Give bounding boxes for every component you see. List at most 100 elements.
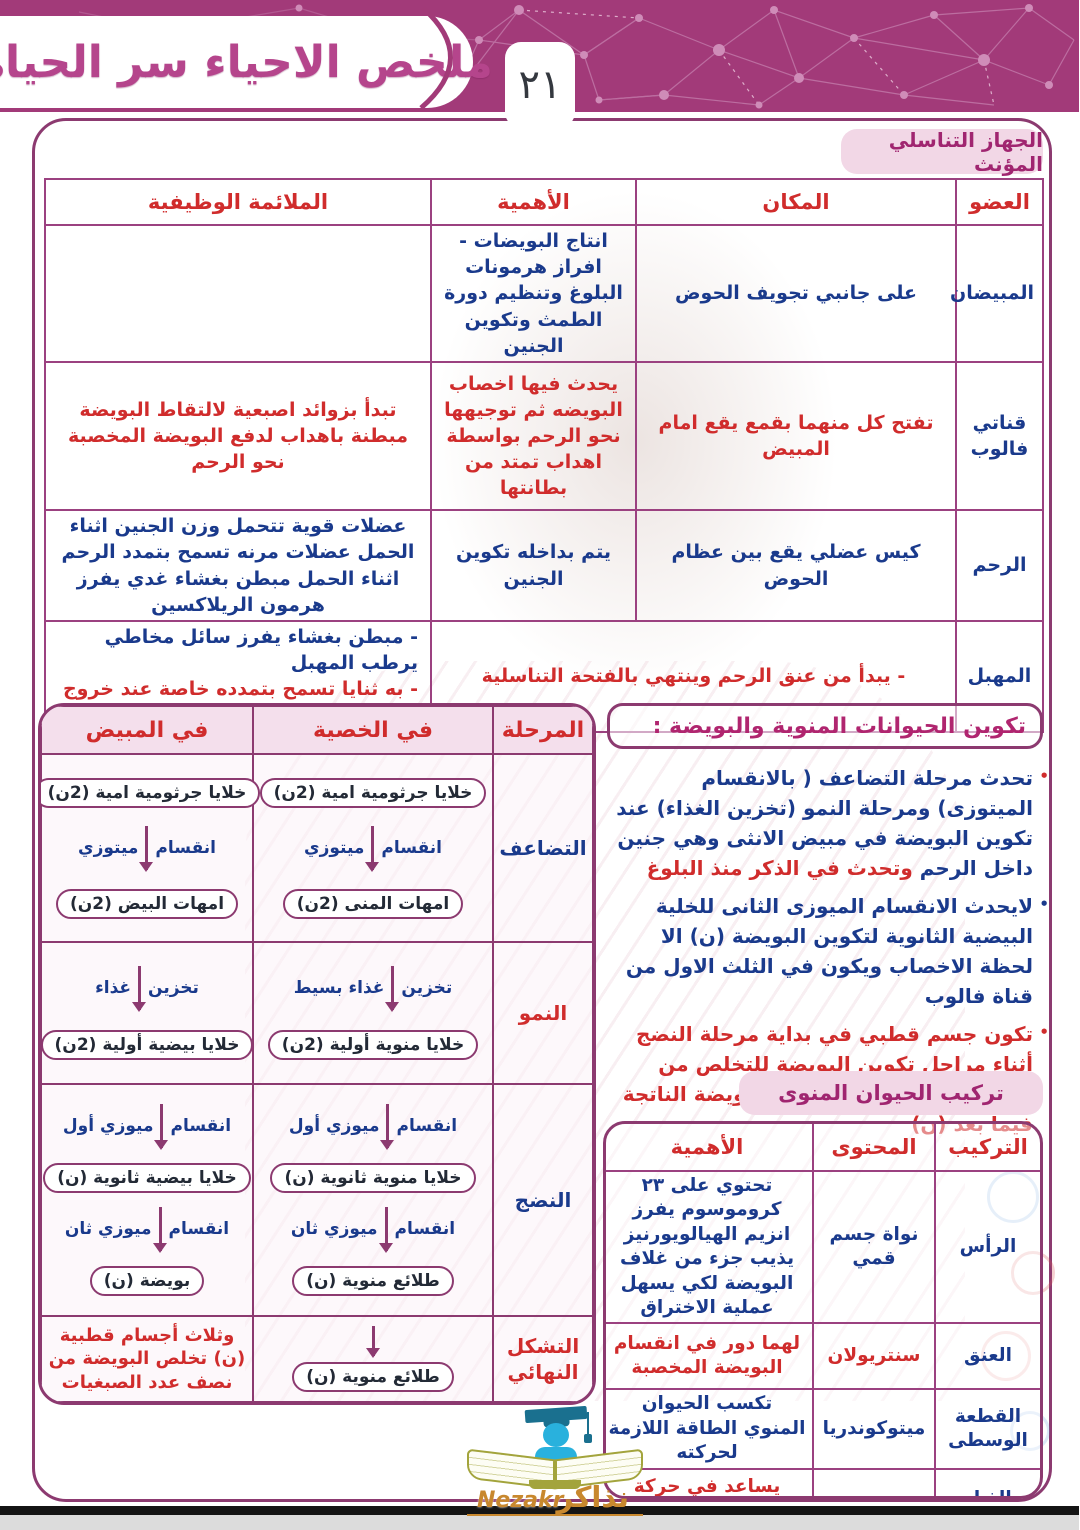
importance-cell: يتم بداخله تكوين الجنين [431,509,638,622]
app-title-box: ملخص الاحياء سر الحياة [0,16,494,108]
nezakr-logo: نذاكر Nezakr [468,1405,644,1516]
arrow-label: تخزين [149,978,200,999]
down-arrow-icon [140,826,155,872]
sperm-title-text: تركيب الحيوان المنوى [779,1081,1005,1105]
testis-doubling-cell: خلايا جرثومية امية (2ن) انقسام ميتوزي ام… [254,754,494,942]
note-item: تحدث مرحلة التضاعف ( بالانقسام الميتوزى)… [610,763,1050,883]
organ-cell: المبيضان [951,223,1045,364]
flow-arrow-meiosis2: انقسام ميوزي ثان [66,1207,231,1254]
arrow-label: انقسام [382,838,444,858]
sperm-table-header-row: التركيب المحتوى الأهمية [607,1124,1041,1172]
cap-tassel-icon [585,1412,593,1443]
section-label-female-system: الجهاز التناسلي المؤنث [842,127,1044,176]
table-row-fallopian-tubes: قناتي فالوب تفتح كل منهما بقمع يقع امام … [45,361,1045,512]
content-cell: محور [813,1467,937,1496]
section-label-text: الجهاز التناسلي المؤنث [889,127,1044,176]
down-arrow-icon [155,1103,170,1150]
flow-box: خلايا بيضية أولية (2ن) [42,1029,255,1060]
logo-wordmark: نذاكر Nezakr [468,1480,644,1516]
importance-cell: انتاج البويضات - افراز هرمونات البلوغ وت… [431,223,638,364]
gametes-section-title: تكوين الحيوانات المنوية والبويضة : [608,703,1044,749]
arrow-label: غذاء [96,978,133,999]
location-cell: على جانبي تجويف الحوض [636,223,958,364]
stage-maturation: النضج [494,1084,594,1316]
ovary-growth-cell: تخزين غذاء خلايا بيضية أولية (2ن) [42,942,255,1084]
note-text-red: وتحدث في الذكر منذ البلوغ [647,856,914,880]
content-cell: سنتريولان [813,1322,937,1391]
ovary-maturation-cell: انقسام ميوزي أول خلايا بيضية ثانوية (ن) … [42,1084,254,1316]
arrow-label: ميوزي ثان [291,1219,379,1240]
structure-cell: القطعة الوسطى [935,1388,1041,1470]
arrow-label: ميتوزي [304,838,366,858]
down-arrow-icon [366,826,381,872]
flow-box: طلائع منوية (ن) [293,1361,455,1392]
flow-box: خلايا منوية أولية (2ن) [268,1029,480,1060]
flow-arrow-storage: تخزين غذاء بسيط [294,966,454,1013]
flow-header-ovary: في المبيض [42,706,254,754]
flow-arrow-meiosis1: انقسام ميوزي أول [290,1103,459,1150]
arrow-label: انقسام [397,1115,459,1136]
header-structure: التركيب [935,1124,1041,1172]
flow-arrow-meiosis1: انقسام ميوزي أول [64,1103,233,1150]
header-organ: العضو [956,178,1045,226]
down-arrow-icon [133,966,148,1013]
adaptation-cell [45,223,433,364]
flow-box: امهات المنى (2ن) [283,888,465,919]
down-arrow-icon [379,1207,394,1254]
testis-maturation-cell: انقسام ميوزي أول خلايا منوية ثانوية (ن) … [254,1084,494,1316]
flow-header-stage: المرحلة [494,706,594,754]
arrow-label: غذاء بسيط [294,978,386,999]
table-row-tail: الذيل محور يساعد في حركة الحيوان المنوي [607,1467,1041,1496]
decorative-arc [420,6,454,110]
flow-box: امهات البيض (2ن) [56,888,240,919]
note-text-blue: لايحدث الانقسام الميوزى الثانى للخلية ال… [626,894,1034,1008]
importance-cell: يحدث فيها اخصاب البويضه ثم توجيهها نحو ا… [431,361,638,512]
stage-final-shaping: التشكل النهائي [494,1316,594,1402]
footer-divider-line [0,1506,1080,1515]
book-spine-icon [530,1480,582,1489]
arrow-label: تخزين [402,978,454,999]
flow-header-testis: في الخصية [254,706,494,754]
header-importance: الأهمية [607,1124,815,1172]
table-row-neck: العنق سنتريولان لهما دور في انقسام البوي… [607,1322,1041,1391]
sperm-structure-table-wrap: التركيب المحتوى الأهمية الرأس نواة جسم ق… [604,1121,1044,1499]
location-cell: تفتح كل منهما بقمع يقع امام المبيض [636,361,958,512]
content-cell: نواة جسم قمي [813,1169,937,1325]
arrow-label: انقسام [171,1115,233,1136]
testis-growth-cell: تخزين غذاء بسيط خلايا منوية أولية (2ن) [254,942,494,1084]
logo-text-english: Nezakr [478,1488,565,1513]
adaptation-cell: تبدأ بزوائد اصبعية لالتقاط البويضة مبطنة… [45,361,433,512]
arrow-label: انقسام [169,1219,231,1240]
stage-growth: النمو [494,942,594,1084]
stage-doubling: التضاعف [494,754,594,942]
sperm-structure-table: التركيب المحتوى الأهمية الرأس نواة جسم ق… [607,1124,1041,1496]
testis-final-cell: طلائع منوية (ن) [254,1316,494,1402]
footer-gray-strip [0,1515,1080,1530]
down-arrow-icon [366,1326,381,1359]
arrow-label: ميتوزي [78,838,140,858]
adaptation-line: - مبطن بغشاء يفرز سائل مخاطي يرطب المهبل [105,625,419,675]
gamete-formation-chart: المرحلة في الخصية في المبيض التضاعف خلاي… [39,703,597,1405]
organ-cell: قناتي فالوب [956,361,1045,512]
flow-box: طلائع منوية (ن) [293,1266,455,1297]
sperm-structure-title: تركيب الحيوان المنوى [740,1071,1044,1115]
importance-cell: تحتوي على ٢٣ كروموسوم يفرز انزيم الهيالو… [607,1169,815,1325]
logo-text-arabic: نذاكر [557,1480,631,1514]
location-cell: كيس عضلي يقع بين عظام الحوض [636,509,958,622]
table-row-ovaries: المبيضان على جانبي تجويف الحوض انتاج الب… [45,223,1045,364]
table-row-midpiece: القطعة الوسطى ميتوكوندريا تكسب الحيوان ا… [607,1388,1041,1470]
page-banner: ملخص الاحياء سر الحياة ٢١ [0,0,1080,128]
flow-arrow-storage: تخزين غذاء [96,966,200,1013]
ovary-doubling-cell: خلايا جرثومية امية (2ن) انقسام ميتوزي ام… [42,754,262,942]
flow-box: خلايا منوية ثانوية (ن) [271,1162,477,1193]
page-title: ملخص الاحياء سر الحياة [0,36,494,88]
down-arrow-icon [386,966,401,1013]
down-arrow-icon [381,1103,396,1150]
table-row-head: الرأس نواة جسم قمي تحتوي على ٢٣ كروموسوم… [607,1169,1041,1325]
organ-cell: الرحم [956,509,1045,622]
down-arrow-icon [153,1207,168,1254]
note-text-blue: تحدث مرحلة التضاعف ( بالانقسام الميتوزى)… [617,766,1034,880]
organ-table-header-row: العضو المكان الأهمية الملائمة الوظيفية [45,178,1045,226]
content-cell: ميتوكوندريا [813,1388,937,1470]
